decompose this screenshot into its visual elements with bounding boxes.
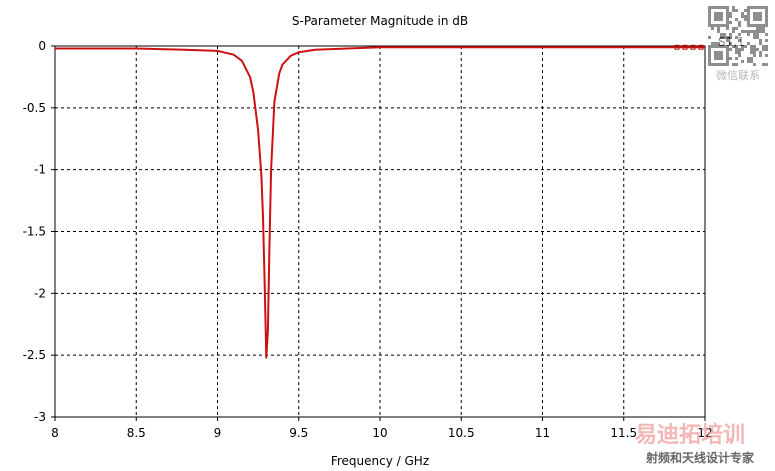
y-tick-label: -1 <box>34 163 46 177</box>
x-tick-label: 12 <box>697 426 712 440</box>
series-end-marker <box>674 44 680 50</box>
x-tick-label: 8 <box>51 426 59 440</box>
series-end-marker <box>698 44 704 50</box>
y-tick-label: 0 <box>38 39 46 53</box>
y-tick-label: -1.5 <box>23 225 46 239</box>
series-end-marker <box>682 44 688 50</box>
y-tick-label: -3 <box>34 410 46 424</box>
x-axis-label: Frequency / GHz <box>331 454 429 468</box>
qr-caption: 微信联系 <box>716 68 760 82</box>
series-end-marker <box>690 44 696 50</box>
y-tick-label: -2 <box>34 286 46 300</box>
x-tick-label: 9 <box>214 426 222 440</box>
brand-tagline: 射频和天线设计专家 <box>645 450 755 465</box>
y-tick-label: -2.5 <box>23 348 46 362</box>
x-tick-label: 10.5 <box>448 426 475 440</box>
x-tick-label: 11 <box>535 426 550 440</box>
x-tick-label: 11.5 <box>610 426 637 440</box>
axis-ticks: 8 8.5 9 9.5 10 10.5 11 11.5 12 0 -0.5 -1 -1.5 -2 -2.5 -… <box>23 39 713 440</box>
brand-logo-text: 易迪拓培训 <box>635 422 745 448</box>
x-tick-label: 10 <box>372 426 387 440</box>
x-tick-label: 8.5 <box>127 426 146 440</box>
series-line-s11 <box>55 46 705 359</box>
grid <box>55 46 705 417</box>
y-tick-label: -0.5 <box>23 101 46 115</box>
x-tick-label: 9.5 <box>289 426 308 440</box>
series-layer <box>55 44 705 359</box>
chart-title: S-Parameter Magnitude in dB <box>292 14 468 28</box>
qr-code-watermark <box>706 4 770 66</box>
